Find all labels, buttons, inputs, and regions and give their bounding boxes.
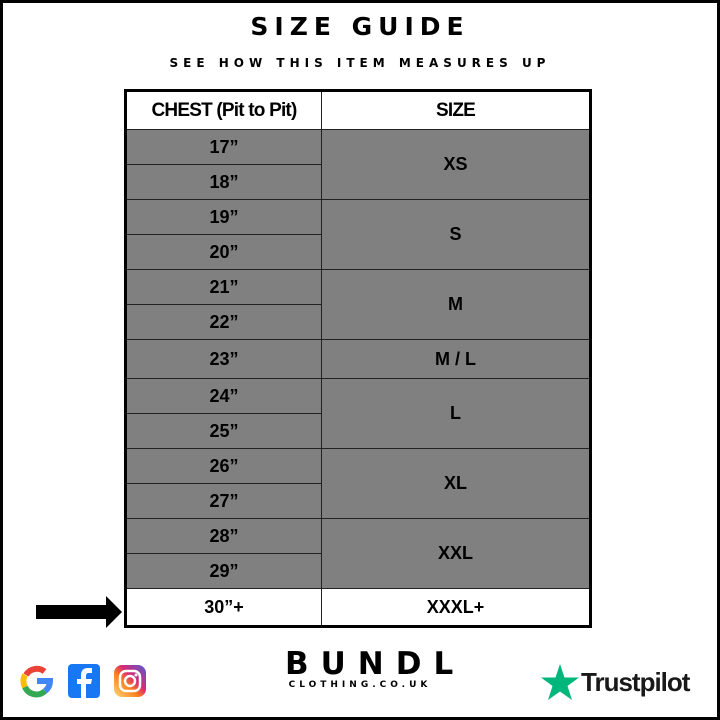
brand-logo: BUNDL CLOTHING.CO.UK	[275, 646, 466, 690]
table-row: 23” M / L	[125, 339, 591, 379]
chest-cell: 30”+	[125, 588, 322, 627]
table-row: 27”	[125, 483, 591, 519]
table-row: 20”	[125, 234, 591, 270]
social-icons	[20, 664, 146, 698]
size-cell: XS	[321, 129, 591, 200]
size-cell: XL	[321, 448, 591, 519]
chest-cell: 19”	[125, 199, 322, 235]
facebook-icon[interactable]	[68, 664, 100, 698]
chest-cell: 25”	[125, 413, 322, 449]
page-title: SIZE GUIDE	[250, 12, 470, 41]
size-cell: M / L	[321, 339, 591, 379]
table-row: 25”	[125, 413, 591, 449]
chest-cell: 28”	[125, 518, 322, 554]
chest-cell: 29”	[125, 553, 322, 589]
chest-cell: 17”	[125, 129, 322, 165]
chest-cell: 18”	[125, 164, 322, 200]
arrow-right-icon	[36, 596, 122, 628]
chest-cell: 23”	[125, 339, 322, 379]
table-row: 21” M	[125, 269, 591, 340]
size-cell: XXXL+	[321, 588, 591, 627]
trustpilot-label: Trustpilot	[581, 666, 690, 697]
brand-name: BUNDL	[285, 646, 466, 682]
chest-cell: 24”	[125, 378, 322, 414]
table-row: 24” L	[125, 378, 591, 449]
google-icon[interactable]	[20, 664, 54, 698]
chest-cell: 26”	[125, 448, 322, 484]
trustpilot-logo[interactable]: Trustpilot	[541, 664, 690, 700]
chest-cell: 22”	[125, 304, 322, 340]
table-row: 29”	[125, 553, 591, 589]
table-row: 22”	[125, 304, 591, 340]
brand-url: CLOTHING.CO.UK	[288, 680, 432, 690]
instagram-icon[interactable]	[114, 665, 146, 697]
size-cell: S	[321, 199, 591, 270]
table-row: 17” XS	[125, 129, 591, 200]
chest-cell: 20”	[125, 234, 322, 270]
size-cell: L	[321, 378, 591, 449]
table-header: CHEST (Pit to Pit) SIZE	[125, 90, 591, 130]
table-row: 19” S	[125, 199, 591, 270]
chest-cell: 27”	[125, 483, 322, 519]
table-row: 26” XL	[125, 448, 591, 519]
column-header-size: SIZE	[321, 90, 591, 130]
column-header-chest: CHEST (Pit to Pit)	[125, 90, 322, 130]
trustpilot-star-icon	[541, 664, 579, 700]
size-cell: M	[321, 269, 591, 340]
page-subtitle: SEE HOW THIS ITEM MEASURES UP	[169, 56, 551, 70]
chest-cell: 21”	[125, 269, 322, 305]
table-row: 28” XXL	[125, 518, 591, 589]
highlight-row: 30”+ XXXL+	[125, 588, 591, 627]
size-table: CHEST (Pit to Pit) SIZE 17” XS 18” 19” S 20” 2…	[124, 89, 592, 628]
size-cell: XXL	[321, 518, 591, 589]
